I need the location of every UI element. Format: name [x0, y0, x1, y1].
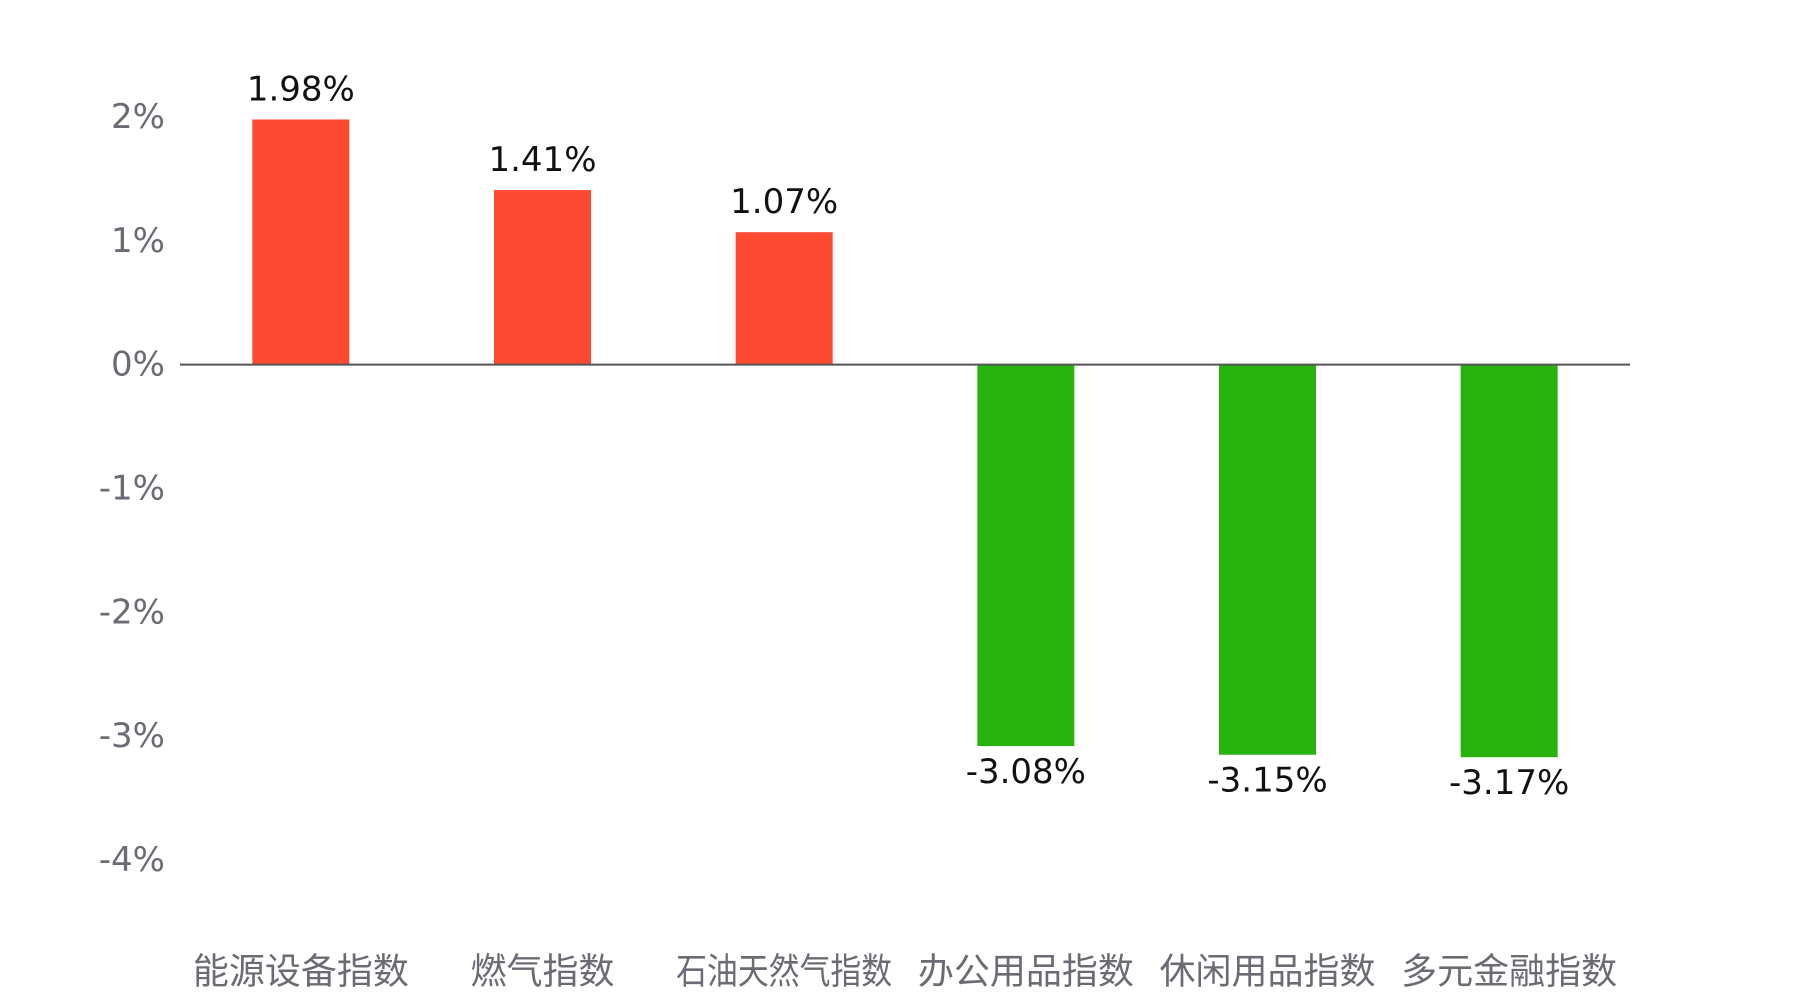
category-label: 能源设备指数: [193, 952, 409, 993]
data-label: 1.41%: [488, 140, 596, 180]
category-label: 办公用品指数: [918, 952, 1134, 993]
y-axis-ticks: 2% 1% 0% -1% -2% -3% -4%: [99, 97, 165, 880]
bars: [252, 119, 1558, 758]
bar: [252, 119, 350, 365]
bar: [977, 364, 1075, 747]
data-label: -3.08%: [966, 752, 1086, 792]
data-label: 1.98%: [247, 69, 355, 109]
x-axis-categories: 能源设备指数 燃气指数 石油天然气指数 办公用品指数 休闲用品指数 多元金融指数: [193, 952, 1617, 993]
bar: [494, 190, 591, 365]
y-tick-label: 1%: [111, 221, 165, 261]
data-label: -3.17%: [1449, 763, 1569, 803]
y-tick-label: 2%: [111, 97, 165, 137]
y-tick-label: -1%: [99, 469, 165, 509]
y-tick-label: 0%: [111, 345, 165, 385]
category-label: 石油天然气指数: [676, 952, 892, 993]
category-label: 休闲用品指数: [1160, 952, 1376, 993]
category-label: 多元金融指数: [1401, 952, 1617, 993]
data-label: 1.07%: [730, 182, 838, 222]
y-tick-label: -4%: [99, 840, 165, 880]
y-tick-label: -2%: [99, 592, 165, 632]
data-labels: 1.98% 1.41% 1.07% -3.08% -3.15% -3.17%: [247, 69, 1569, 803]
bar: [1219, 364, 1316, 755]
bar: [1460, 364, 1558, 758]
bar: [735, 232, 833, 365]
category-label: 燃气指数: [470, 952, 614, 993]
y-tick-label: -3%: [99, 716, 165, 756]
data-label: -3.15%: [1207, 761, 1327, 801]
